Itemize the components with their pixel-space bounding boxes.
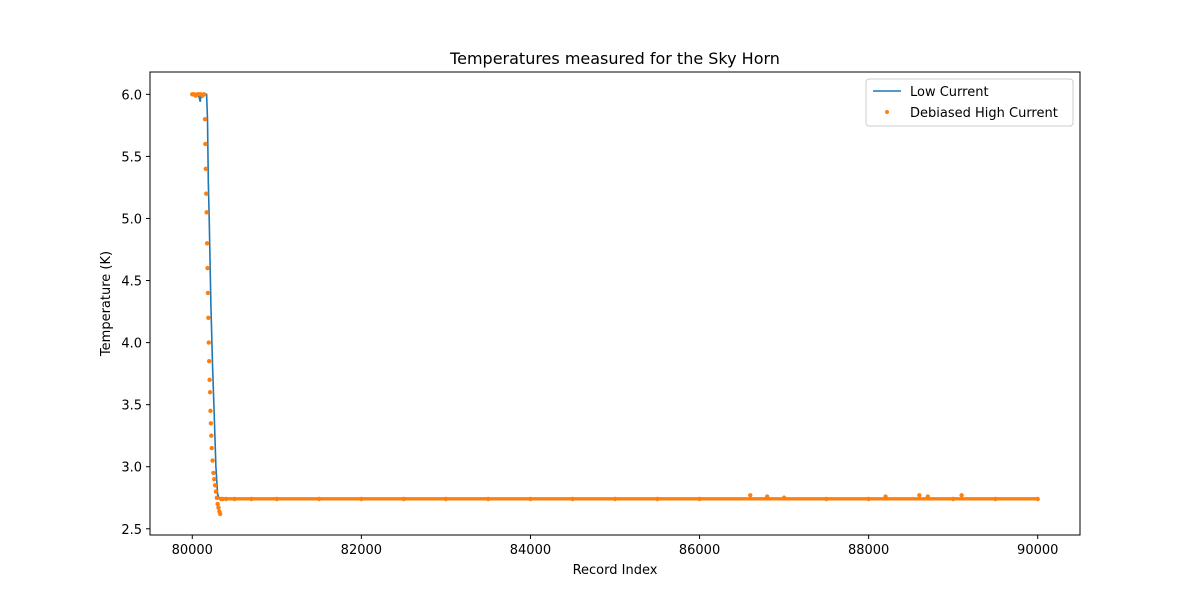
plot-series xyxy=(190,92,1040,517)
scatter-point-debiased-high-current xyxy=(203,141,208,147)
scatter-point-debiased-high-current xyxy=(208,421,214,426)
scatter-point-debiased-high-current xyxy=(781,495,787,500)
y-axis: 2.5 3.0 3.5 4.0 4.5 5.0 5.5 6.0 xyxy=(121,88,150,538)
scatter-point-debiased-high-current xyxy=(764,494,770,499)
scatter-point-debiased-high-current xyxy=(207,390,213,395)
scatter-point-debiased-high-current xyxy=(216,505,221,510)
scatter-point-debiased-high-current xyxy=(359,496,364,502)
chart-title: Temperatures measured for the Sky Horn xyxy=(449,49,780,68)
scatter-point-debiased-high-current xyxy=(883,494,888,499)
scatter-point-debiased-high-current xyxy=(748,493,753,498)
legend-label-debiased-high-current: Debiased High Current xyxy=(910,106,1058,121)
legend-label-low-current: Low Current xyxy=(910,85,989,100)
scatter-point-debiased-high-current xyxy=(959,493,964,498)
y-tick-label: 5.5 xyxy=(121,150,142,165)
scatter-point-debiased-high-current xyxy=(528,496,533,502)
scatter-point-debiased-high-current xyxy=(697,496,702,502)
y-tick-label: 3.5 xyxy=(121,399,142,414)
scatter-point-debiased-high-current xyxy=(204,210,209,215)
scatter-point-debiased-high-current xyxy=(211,470,216,476)
legend: Low Current Debiased High Current xyxy=(865,78,1074,127)
scatter-point-debiased-high-current xyxy=(485,496,491,502)
scatter-point-debiased-high-current xyxy=(213,489,219,494)
scatter-point-debiased-high-current xyxy=(204,191,209,196)
scatter-point-debiased-high-current xyxy=(316,496,322,502)
scatter-point-debiased-high-current xyxy=(401,496,406,502)
x-axis-label: Record Index xyxy=(573,563,658,578)
scatter-point-debiased-high-current xyxy=(232,496,237,502)
scatter-point-debiased-high-current xyxy=(215,501,220,507)
y-tick-label: 3.0 xyxy=(121,461,142,476)
scatter-point-debiased-high-current xyxy=(209,445,214,451)
y-axis-label: Temperature (K) xyxy=(99,251,114,357)
scatter-point-debiased-high-current xyxy=(925,494,931,499)
x-tick-label: 80000 xyxy=(172,543,213,558)
scatter-point-debiased-high-current xyxy=(206,315,211,320)
x-axis: 80000 82000 84000 86000 88000 90000 xyxy=(172,535,1058,558)
scatter-point-debiased-high-current xyxy=(917,493,922,498)
y-tick-label: 4.0 xyxy=(121,337,142,352)
scatter-point-debiased-high-current xyxy=(220,496,225,502)
plot-frame xyxy=(149,71,1081,536)
scatter-point-debiased-high-current xyxy=(208,408,213,414)
scatter-point-debiased-high-current xyxy=(205,290,211,296)
series-line-low-current xyxy=(192,93,1038,500)
x-tick-label: 86000 xyxy=(679,543,720,558)
scatter-point-debiased-high-current xyxy=(207,377,212,383)
scatter-point-debiased-high-current xyxy=(214,495,219,500)
scatter-point-debiased-high-current xyxy=(209,433,214,438)
scatter-point-debiased-high-current xyxy=(204,241,210,246)
scatter-point-debiased-high-current xyxy=(206,340,211,345)
legend-swatch-debiased-high-current xyxy=(885,110,889,114)
x-tick-label: 90000 xyxy=(1017,543,1058,558)
y-tick-label: 6.0 xyxy=(121,88,142,103)
y-tick-label: 4.5 xyxy=(121,275,142,290)
scatter-point-debiased-high-current xyxy=(210,458,215,463)
scatter-point-debiased-high-current xyxy=(201,92,207,97)
scatter-point-debiased-high-current xyxy=(212,476,217,482)
scatter-point-debiased-high-current xyxy=(249,496,254,502)
scatter-point-debiased-high-current xyxy=(274,496,280,502)
legend-box xyxy=(865,78,1074,127)
scatter-point-debiased-high-current xyxy=(223,496,229,502)
scatter-point-debiased-high-current xyxy=(217,511,223,517)
scatter-point-debiased-high-current xyxy=(203,166,208,172)
x-tick-label: 84000 xyxy=(510,543,551,558)
scatter-point-debiased-high-current xyxy=(205,265,210,271)
scatter-point-debiased-high-current xyxy=(950,496,956,502)
scatter-point-debiased-high-current xyxy=(1035,496,1040,502)
x-tick-label: 88000 xyxy=(848,543,889,558)
x-tick-label: 82000 xyxy=(341,543,382,558)
scatter-point-debiased-high-current xyxy=(443,496,449,502)
scatter-point-debiased-high-current xyxy=(655,496,660,502)
scatter-point-debiased-high-current xyxy=(212,483,218,488)
scatter-point-debiased-high-current xyxy=(570,496,575,502)
scatter-point-debiased-high-current xyxy=(612,496,618,502)
scatter-point-debiased-high-current xyxy=(866,496,871,502)
y-tick-label: 2.5 xyxy=(121,523,142,538)
scatter-point-debiased-high-current xyxy=(824,496,829,502)
scatter-point-debiased-high-current xyxy=(206,359,212,364)
scatter-point-debiased-high-current xyxy=(202,116,208,122)
series-band-debiased-high-current xyxy=(221,497,1038,501)
y-tick-label: 5.0 xyxy=(121,212,142,227)
scatter-point-debiased-high-current xyxy=(993,496,998,502)
